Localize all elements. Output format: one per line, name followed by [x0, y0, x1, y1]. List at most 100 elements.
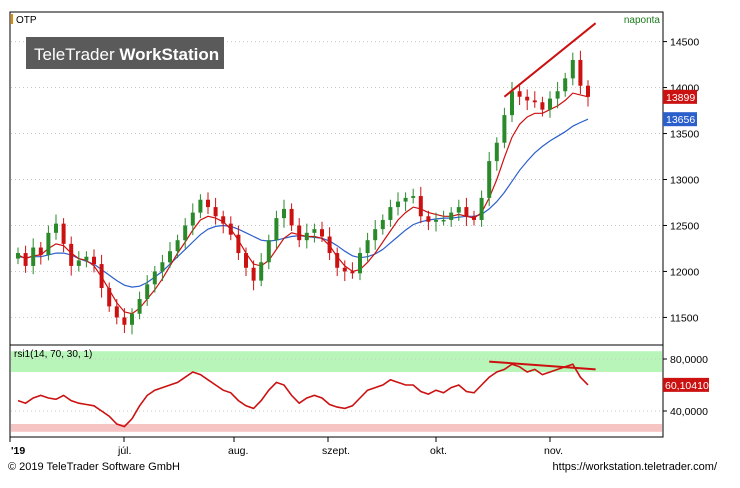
candle-body	[274, 218, 279, 241]
candle	[563, 72, 568, 97]
candle-body	[69, 243, 74, 266]
rsi-grid	[11, 358, 662, 412]
candlesticks	[16, 50, 590, 335]
last-price-badge: 13899	[663, 89, 697, 104]
candle-body	[312, 229, 317, 233]
candle	[297, 218, 302, 248]
candle	[494, 137, 499, 171]
x-tick-label: aug.	[228, 445, 248, 457]
last-price-value: 13899	[666, 92, 695, 104]
period-label[interactable]: naponta	[624, 15, 661, 26]
candle-body	[244, 253, 248, 268]
candle	[282, 199, 286, 228]
price-trend-line[interactable]	[503, 22, 597, 98]
ma-fast-line	[17, 92, 589, 315]
candle-body	[320, 229, 324, 237]
candle-body	[350, 271, 355, 274]
candle	[510, 82, 514, 123]
x-axis: '19 júl. aug. szept. okt. nov.	[9, 437, 563, 457]
candle-body	[472, 216, 476, 220]
candle-body	[563, 78, 568, 92]
candle-body	[456, 207, 461, 213]
candle-body	[548, 98, 552, 110]
candle-body	[23, 253, 28, 266]
candle-body	[365, 240, 370, 254]
candle-body	[183, 225, 188, 241]
candle-body	[168, 251, 172, 263]
candle-body	[259, 262, 264, 281]
rsi-trend-line[interactable]	[489, 360, 596, 371]
candle-body	[213, 207, 218, 217]
candle-body	[198, 199, 203, 213]
candle-body	[38, 247, 43, 255]
candle-body	[335, 253, 340, 268]
ma-badge: 13656	[663, 112, 697, 127]
candle-body	[221, 216, 226, 224]
candle	[327, 227, 332, 260]
candle-body	[494, 142, 499, 162]
candle	[99, 254, 104, 298]
candle-body	[145, 284, 150, 300]
candle	[464, 197, 469, 226]
rsi-last-badge: 60,10410	[663, 377, 709, 392]
candle-body	[297, 225, 302, 241]
candle-body	[54, 223, 58, 233]
price-tick-label: 12500	[670, 220, 699, 232]
candle	[403, 192, 408, 212]
candle	[380, 214, 385, 235]
candle-body	[380, 219, 385, 230]
candle	[525, 89, 530, 111]
candle	[23, 245, 28, 273]
candle-body	[266, 240, 271, 263]
candle-body	[289, 208, 294, 226]
candle-body	[411, 196, 416, 198]
footer-url[interactable]: https://workstation.teletrader.com/	[552, 461, 717, 473]
candle-body	[525, 96, 530, 101]
candle	[244, 247, 248, 277]
candle-body	[540, 102, 545, 110]
candle	[532, 91, 537, 108]
candle-body	[175, 240, 180, 252]
price-tick-label: 13000	[670, 175, 699, 187]
brand-watermark-text: TeleTrader WorkStation	[34, 45, 219, 64]
candle	[449, 207, 454, 227]
candle	[206, 192, 210, 214]
rsi-y-axis: 40,0000 80,0000	[663, 354, 708, 418]
candle-body	[130, 313, 134, 325]
candle	[479, 190, 484, 227]
candle-body	[251, 267, 256, 281]
rsi-tick-label: 40,0000	[670, 406, 708, 418]
candle	[540, 96, 545, 117]
candle	[548, 91, 552, 118]
candle-body	[517, 91, 522, 97]
candle-body	[31, 247, 36, 266]
candle-body	[76, 260, 81, 266]
candle-body	[502, 115, 507, 143]
candle	[31, 238, 36, 275]
candle-body	[206, 199, 210, 208]
symbol-label: OTP	[16, 15, 37, 26]
copyright: © 2019 TeleTrader Software GmbH	[8, 461, 180, 473]
candle	[472, 210, 476, 226]
candle-body	[228, 223, 233, 235]
candle-body	[418, 196, 423, 217]
candle	[350, 262, 355, 279]
candle	[586, 80, 590, 107]
candle-body	[479, 197, 484, 220]
candle-body	[532, 100, 537, 103]
candle	[320, 221, 324, 243]
candle-body	[373, 229, 378, 241]
candle	[487, 151, 492, 207]
candle	[312, 223, 317, 243]
candle-body	[282, 208, 286, 219]
candle	[190, 203, 195, 236]
candle	[304, 223, 309, 249]
candle	[555, 82, 560, 109]
candle-body	[46, 232, 51, 255]
x-tick-label: szept.	[322, 445, 350, 457]
brand-watermark	[26, 37, 224, 69]
candle	[175, 234, 180, 259]
candle-body	[137, 299, 142, 314]
